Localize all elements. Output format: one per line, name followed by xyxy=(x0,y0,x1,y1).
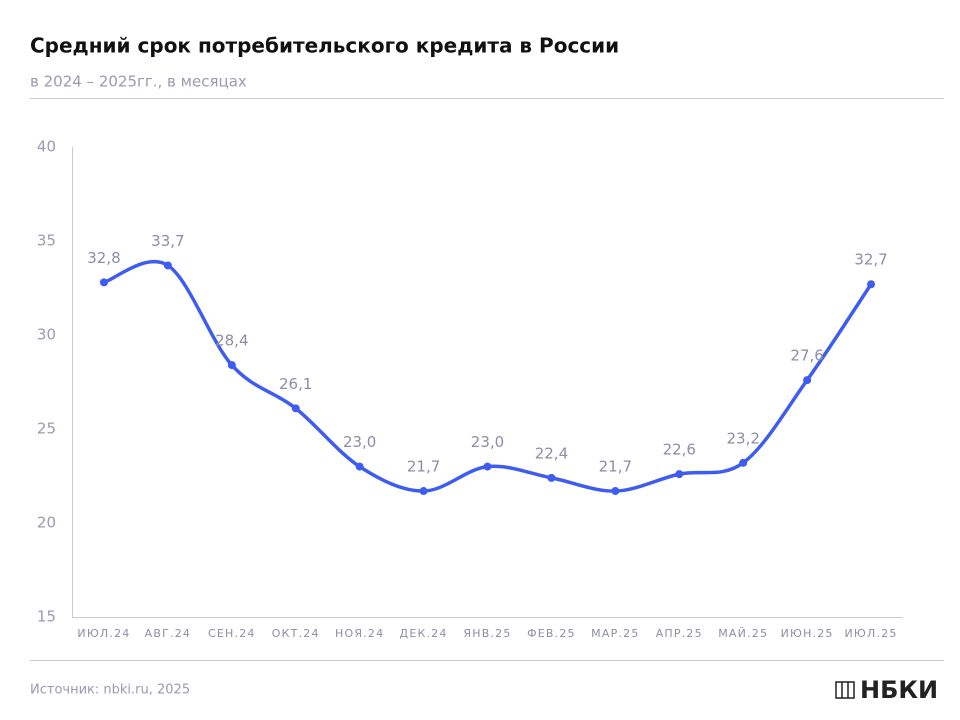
x-tick-label: МАР.25 xyxy=(591,627,639,640)
x-tick-label: ИЮН.25 xyxy=(781,627,834,640)
x-tick-label: ИЮЛ.25 xyxy=(844,627,897,640)
point xyxy=(355,462,364,471)
point xyxy=(163,261,172,270)
point xyxy=(547,473,556,482)
x-tick-label: ЯНВ.25 xyxy=(463,627,511,640)
x-tick-label: МАЙ.25 xyxy=(718,627,768,640)
point xyxy=(675,470,684,479)
x-tick-label: ОКТ.24 xyxy=(272,627,320,640)
y-tick-label: 15 xyxy=(37,608,56,626)
value-label: 21,7 xyxy=(407,458,440,476)
y-tick-label: 20 xyxy=(37,514,56,532)
line xyxy=(103,259,873,493)
point xyxy=(739,458,748,467)
x-tick-label: СЕН.24 xyxy=(208,627,256,640)
y-tick-label: 25 xyxy=(37,420,56,438)
y-tick-label: 35 xyxy=(37,232,56,250)
value-label: 26,1 xyxy=(279,375,312,393)
value-label: 23,2 xyxy=(726,429,759,447)
value-label: 22,4 xyxy=(535,444,568,462)
x-tick-label: НОЯ.24 xyxy=(335,627,384,640)
value-label: 32,8 xyxy=(87,249,120,267)
value-label: 21,7 xyxy=(599,458,632,476)
x-tick-label: ДЕК.24 xyxy=(400,627,448,640)
point xyxy=(227,361,236,370)
point xyxy=(99,278,108,287)
chart-subtitle: в 2024 – 2025гг., в месяцах xyxy=(30,73,247,91)
point xyxy=(291,404,300,413)
logo-icon xyxy=(835,681,855,699)
value-label: 28,4 xyxy=(215,332,248,350)
point xyxy=(611,487,620,496)
source: Источник: nbki.ru, 2025 xyxy=(30,683,190,698)
logo: НБКИ xyxy=(860,676,938,704)
y-tick-label: 30 xyxy=(37,326,56,344)
value-label: 33,7 xyxy=(151,232,184,250)
chart-title: Средний срок потребительского кредита в … xyxy=(30,34,619,58)
value-label: 32,7 xyxy=(854,251,887,269)
point xyxy=(867,280,876,289)
x-tick-label: ФЕВ.25 xyxy=(527,627,576,640)
point xyxy=(803,376,812,385)
y-tick-label: 40 xyxy=(37,138,56,156)
value-label: 22,6 xyxy=(663,441,696,459)
value-label: 23,0 xyxy=(343,433,376,451)
x-tick-label: АВГ.24 xyxy=(145,627,191,640)
x-tick-label: ИЮЛ.24 xyxy=(77,627,130,640)
point xyxy=(419,487,428,496)
value-label: 23,0 xyxy=(471,433,504,451)
value-label: 27,6 xyxy=(790,347,823,365)
point xyxy=(483,462,492,471)
x-tick-label: АПР.25 xyxy=(656,627,703,640)
